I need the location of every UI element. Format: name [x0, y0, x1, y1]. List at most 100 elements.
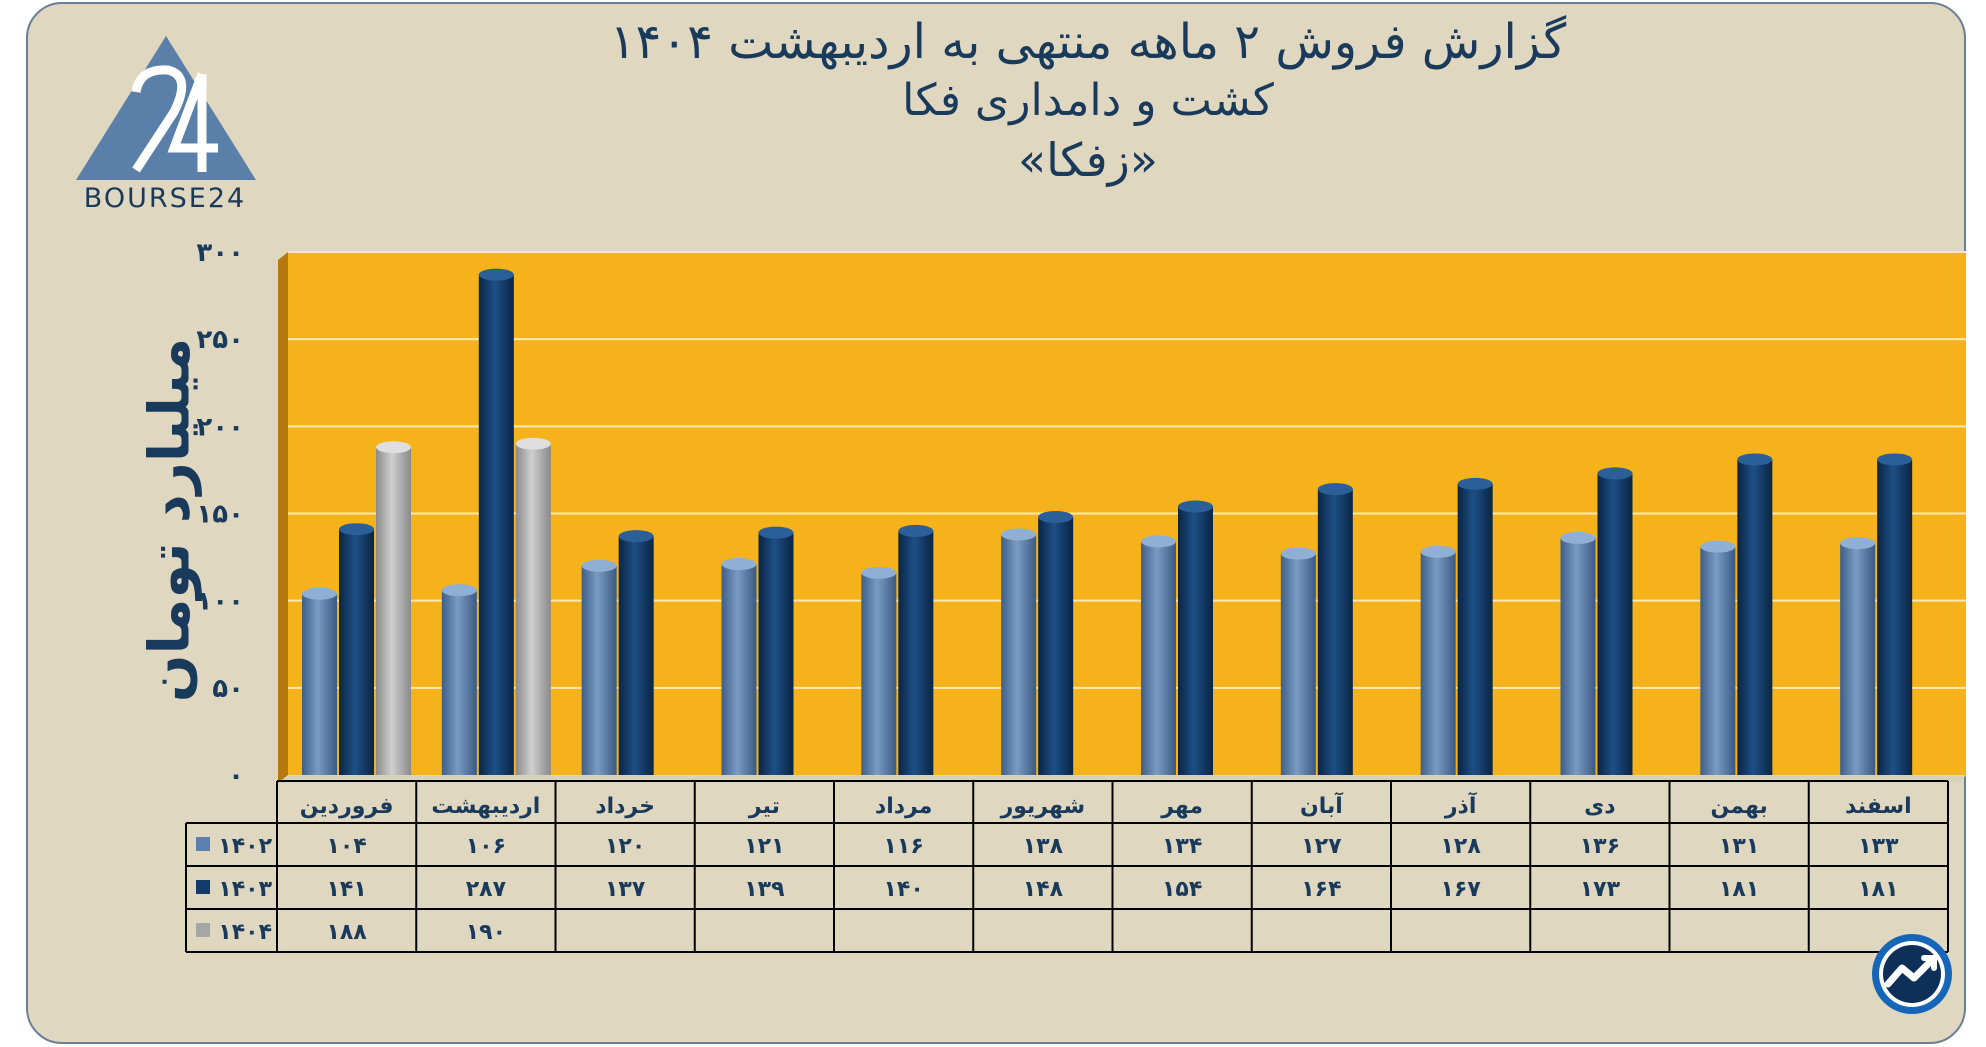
plot-side-wall	[278, 252, 288, 783]
trend-chart-icon	[1872, 934, 1952, 1014]
bar-cap	[1038, 510, 1074, 523]
bar-cap	[1420, 545, 1456, 558]
category-label: اردیبهشت	[431, 794, 540, 819]
bar-۱۴۰۳-اسفند	[1877, 459, 1913, 775]
data-label-۱۴۰۲: ۱۳۳	[1858, 834, 1899, 859]
data-label-۱۴۰۳: ۱۴۰	[883, 877, 923, 902]
bar-۱۴۰۲-دی	[1560, 537, 1596, 775]
bar-۱۴۰۲-بهمن	[1700, 546, 1736, 775]
bar-cap	[581, 559, 617, 572]
data-label-۱۴۰۲: ۱۱۶	[883, 834, 923, 859]
category-label: آبان	[1300, 791, 1343, 819]
bar-۱۴۰۳-بهمن	[1737, 459, 1773, 775]
data-label-۱۴۰۲: ۱۲۱	[744, 834, 784, 859]
bar-۱۴۰۳-آبان	[1317, 489, 1353, 775]
data-label-۱۴۰۳: ۱۵۴	[1162, 877, 1202, 902]
category-label: خرداد	[595, 794, 655, 819]
legend-label-۱۴۰۲: ۱۴۰۲	[218, 834, 272, 859]
data-label-۱۴۰۴: ۱۹۰	[466, 920, 506, 945]
bar-۱۴۰۲-تیر	[721, 564, 757, 775]
bar-۱۴۰۲-آذر	[1420, 551, 1456, 775]
data-label-۱۴۰۲: ۱۲۷	[1301, 834, 1342, 859]
bar-cap	[861, 566, 897, 579]
data-label-۱۴۰۳: ۱۷۳	[1580, 877, 1621, 902]
category-label: شهریور	[1000, 794, 1086, 819]
bar-۱۴۰۳-خرداد	[618, 536, 654, 775]
bar-۱۴۰۳-مرداد	[898, 530, 934, 775]
bar-cap	[515, 437, 551, 450]
legend-swatch-۱۴۰۴	[196, 923, 210, 937]
data-label-۱۴۰۲: ۱۳۸	[1023, 834, 1064, 859]
bar-cap	[1317, 483, 1353, 496]
data-label-۱۴۰۳: ۲۸۷	[466, 877, 507, 902]
bar-cap	[1597, 467, 1633, 480]
data-label-۱۴۰۳: ۱۸۱	[1858, 877, 1898, 902]
bar-cap	[721, 558, 757, 571]
data-label-۱۴۰۳: ۱۳۷	[605, 877, 646, 902]
bar-۱۴۰۲-اسفند	[1840, 543, 1876, 775]
bar-cap	[1457, 477, 1493, 490]
legend-label-۱۴۰۴: ۱۴۰۴	[218, 920, 272, 945]
bar-cap	[1840, 537, 1876, 550]
y-tick-label: ۵۰	[212, 674, 244, 704]
bar-cap	[1560, 531, 1596, 544]
category-label: فروردین	[300, 794, 394, 819]
bourse24-logo-icon	[76, 36, 256, 180]
data-label-۱۴۰۳: ۱۴۸	[1023, 877, 1064, 902]
bar-۱۴۰۲-شهریور	[1001, 534, 1037, 775]
bar-cap	[339, 523, 374, 536]
category-label: بهمن	[1710, 794, 1767, 819]
bar-۱۴۰۳-شهریور	[1038, 516, 1074, 775]
data-label-۱۴۰۲: ۱۰۴	[326, 834, 366, 859]
title-line-1: گزارش فروش ۲ ماهه منتهی به اردیبهشت ۱۴۰۴	[609, 14, 1567, 70]
bar-cap	[376, 441, 411, 454]
data-label-۱۴۰۲: ۱۳۱	[1719, 834, 1759, 859]
bar-۱۴۰۲-آبان	[1280, 553, 1316, 775]
bar-۱۴۰۲-اردیبهشت	[441, 590, 477, 775]
bar-cap	[441, 584, 477, 597]
legend-swatch-۱۴۰۲	[196, 837, 210, 851]
bar-۱۴۰۲-فروردین	[302, 593, 337, 775]
bar-cap	[758, 526, 794, 539]
bar-۱۴۰۳-دی	[1597, 473, 1633, 775]
data-label-۱۴۰۲: ۱۲۰	[605, 834, 645, 859]
y-tick-label: ۱۰۰	[196, 587, 244, 617]
title-line-3: «زفکا»	[1018, 133, 1158, 187]
bar-۱۴۰۳-آذر	[1457, 483, 1493, 775]
category-label: تیر	[748, 794, 780, 819]
y-tick-label: ۰	[228, 761, 244, 791]
bar-cap	[1178, 500, 1213, 513]
data-label-۱۴۰۴: ۱۸۸	[326, 920, 367, 945]
bar-cap	[1877, 453, 1913, 466]
y-tick-label: ۳۰۰	[196, 238, 244, 268]
bar-۱۴۰۳-فروردین	[339, 529, 374, 775]
data-label-۱۴۰۳: ۱۳۹	[744, 877, 784, 902]
bar-۱۴۰۳-تیر	[758, 532, 794, 775]
bar-cap	[1280, 547, 1316, 560]
bar-۱۴۰۳-اردیبهشت	[478, 274, 514, 775]
legend-label-۱۴۰۳: ۱۴۰۳	[218, 877, 272, 902]
bar-cap	[1001, 528, 1037, 541]
bar-cap	[1737, 453, 1773, 466]
data-label-۱۴۰۳: ۱۶۴	[1301, 877, 1341, 902]
chart-title: گزارش فروش ۲ ماهه منتهی به اردیبهشت ۱۴۰۴…	[508, 12, 1668, 190]
title-line-2: کشت و دامداری فکا	[902, 75, 1274, 126]
data-label-۱۴۰۳: ۱۶۷	[1440, 877, 1481, 902]
bar-cap	[618, 530, 654, 543]
bar-۱۴۰۲-مهر	[1141, 541, 1176, 775]
category-label: اسفند	[1845, 794, 1912, 819]
legend-swatch-۱۴۰۳	[196, 880, 210, 894]
data-label-۱۴۰۲: ۱۳۶	[1580, 834, 1620, 859]
bar-۱۴۰۳-مهر	[1178, 506, 1213, 775]
bar-cap	[1141, 535, 1176, 548]
category-label: آذر	[1444, 791, 1477, 819]
y-tick-label: ۲۰۰	[196, 412, 244, 442]
bar-۱۴۰۴-فروردین	[376, 447, 411, 775]
data-label-۱۴۰۲: ۱۲۸	[1440, 834, 1481, 859]
data-label-۱۴۰۳: ۱۸۱	[1719, 877, 1759, 902]
bar-۱۴۰۴-اردیبهشت	[515, 443, 551, 775]
bar-۱۴۰۲-مرداد	[861, 572, 897, 775]
category-label: مهر	[1160, 794, 1203, 819]
data-label-۱۴۰۲: ۱۰۶	[466, 834, 506, 859]
